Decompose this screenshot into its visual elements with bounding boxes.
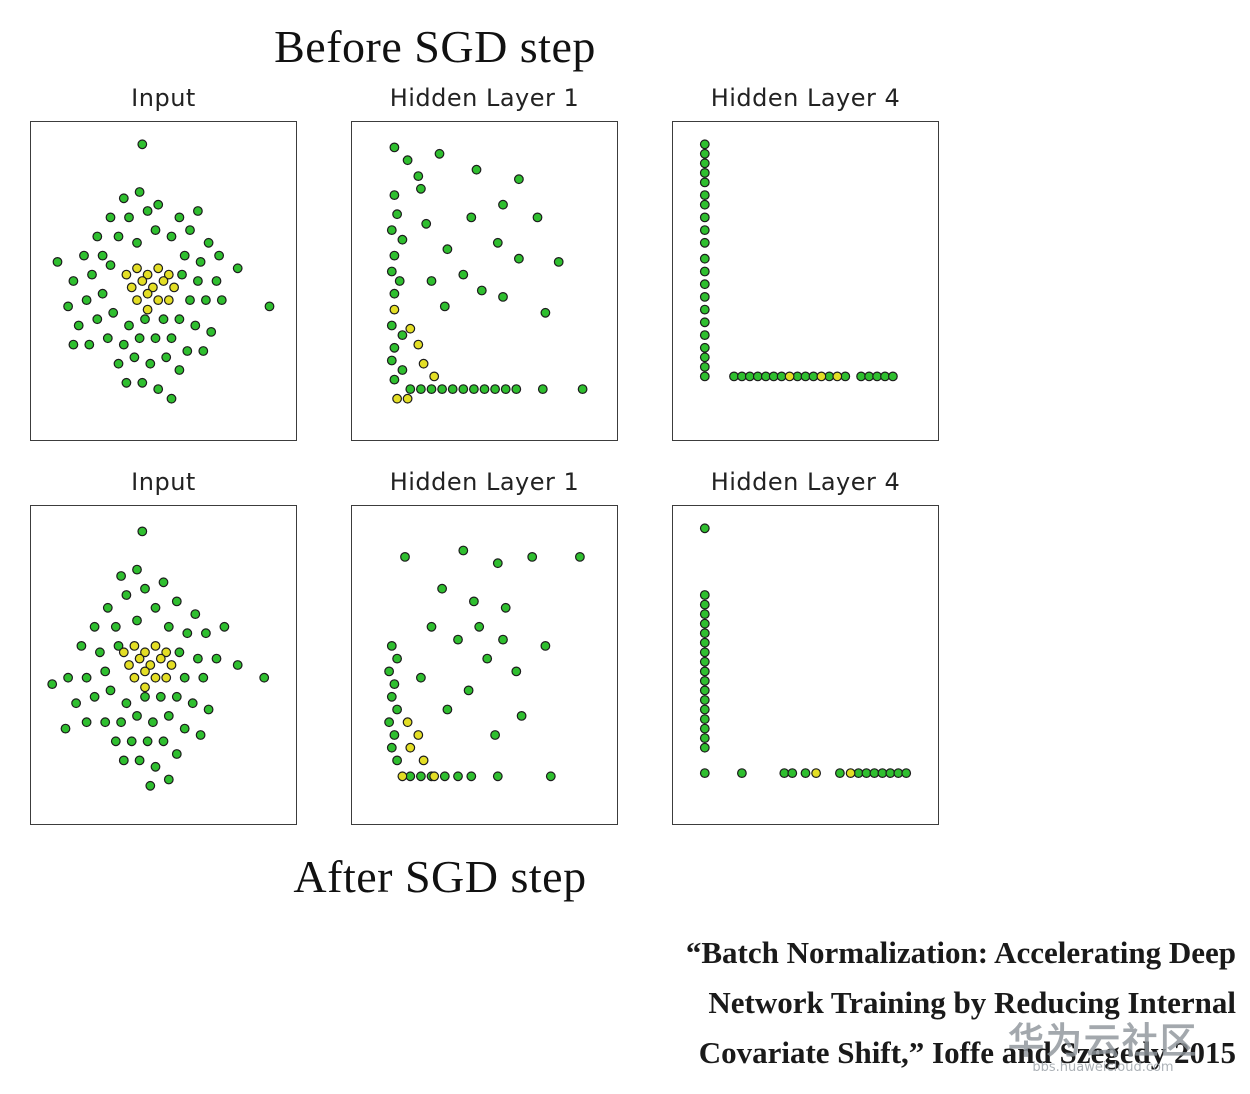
watermark: 华为云社区 bbs.huaweicloud.com [1008, 1012, 1198, 1075]
watermark-url: bbs.huaweicloud.com [1032, 1060, 1174, 1075]
panel-title-after-hidden-layer-4: Hidden Layer 4 [710, 468, 901, 496]
watermark-text: 华为云社区 [1007, 1021, 1198, 1062]
citation-line-1: “Batch Normalization: Accelerating Deep [685, 935, 1236, 970]
citation-line-3: Covariate Shift,” Ioffe and Szegedy 2015 [698, 1035, 1236, 1070]
panel-title-before-hidden-layer-4: Hidden Layer 4 [710, 84, 901, 112]
panel-title-before-input: Input [131, 84, 196, 112]
scatter-plot-before-input [30, 121, 297, 441]
panel-before-input: Input [30, 84, 297, 441]
panel-before-hidden-layer-4: Hidden Layer 4 [672, 84, 939, 441]
scatter-plot-before-hidden-layer-1 [351, 121, 618, 441]
scatter-plot-after-hidden-layer-4 [672, 505, 939, 825]
scatter-plot-after-hidden-layer-1 [351, 505, 618, 825]
panel-before-hidden-layer-1: Hidden Layer 1 [351, 84, 618, 441]
panel-after-hidden-layer-4: Hidden Layer 4 [672, 468, 939, 825]
panel-after-hidden-layer-1: Hidden Layer 1 [351, 468, 618, 825]
scatter-plot-after-input [30, 505, 297, 825]
citation-line-2: Network Training by Reducing Internal [708, 985, 1236, 1020]
panel-title-before-hidden-layer-1: Hidden Layer 1 [389, 84, 580, 112]
panel-after-input: Input [30, 468, 297, 825]
citation: “Batch Normalization: Accelerating Deep … [516, 928, 1236, 1078]
panel-title-after-input: Input [131, 468, 196, 496]
panel-title-after-hidden-layer-1: Hidden Layer 1 [389, 468, 580, 496]
before-sgd-title: Before SGD step [274, 21, 596, 72]
scatter-plot-before-hidden-layer-4 [672, 121, 939, 441]
after-sgd-title: After SGD step [293, 851, 587, 902]
